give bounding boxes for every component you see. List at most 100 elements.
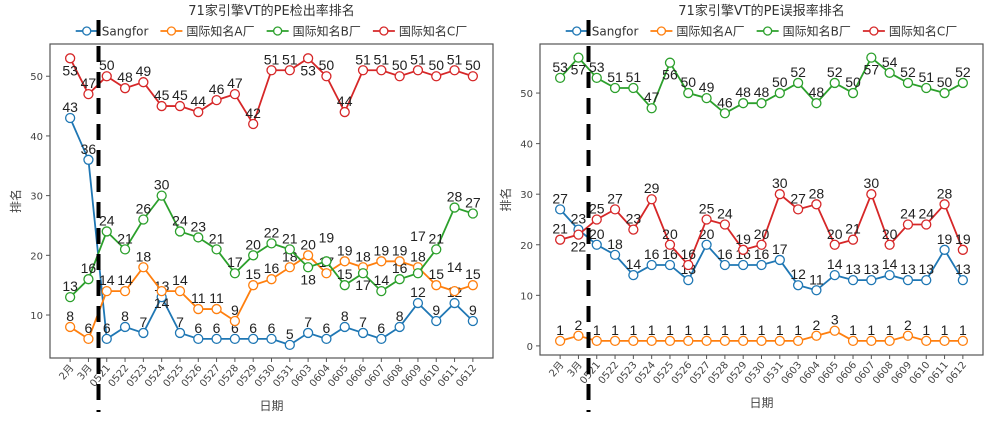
data-label: 54	[882, 54, 898, 70]
data-point	[884, 269, 895, 281]
data-point	[64, 53, 76, 64]
data-label: 52	[790, 64, 806, 80]
data-label: 24	[900, 206, 916, 222]
data-point	[829, 239, 840, 250]
data-point	[193, 303, 204, 315]
data-label: 1	[941, 322, 949, 338]
data-point	[847, 275, 859, 286]
data-point	[412, 65, 424, 76]
data-point	[431, 280, 442, 291]
series-1: 8614141814141111915161820171918191918151…	[64, 236, 481, 345]
data-label: 1	[886, 322, 894, 338]
y-axis-label: 排名	[498, 187, 513, 211]
data-point	[921, 82, 932, 94]
data-label: 30	[154, 177, 170, 193]
data-point	[211, 303, 222, 315]
data-label: 3	[831, 312, 839, 328]
data-point	[902, 77, 914, 89]
data-point	[119, 244, 131, 255]
legend-item: Sangfor	[75, 25, 148, 39]
series-1: 1 2 1 1 1 1 1 1 1 1 1 1 1 1 2 31 1 1 2 1 1 1	[554, 312, 969, 346]
y-tick-label: 40	[520, 140, 533, 151]
data-point	[957, 77, 969, 89]
data-label: 45	[172, 87, 188, 103]
data-point	[412, 297, 424, 309]
x-tick-label: 0612	[454, 363, 479, 390]
legend-marker	[379, 26, 389, 36]
data-point	[719, 219, 731, 230]
data-label: 9	[432, 302, 440, 318]
data-label: 53	[300, 62, 316, 78]
data-point	[284, 262, 295, 273]
data-label: 25	[699, 200, 715, 216]
data-label: 14	[827, 256, 843, 272]
data-point	[321, 268, 332, 279]
data-label: 19	[337, 242, 353, 258]
data-point	[939, 199, 950, 210]
data-label: 6	[377, 320, 385, 336]
data-point	[573, 330, 584, 341]
data-label: 20	[300, 236, 316, 252]
data-label: 21	[428, 230, 444, 246]
data-label: 30	[864, 175, 880, 191]
data-label: 44	[190, 93, 206, 109]
data-point	[921, 219, 932, 230]
data-label: 7	[359, 314, 367, 330]
data-point	[229, 88, 241, 100]
data-label: 24	[717, 206, 733, 222]
data-point	[156, 100, 167, 112]
data-point	[211, 94, 222, 106]
data-point	[573, 229, 584, 240]
data-label: 21	[552, 221, 568, 237]
data-label: 1	[721, 322, 729, 338]
data-label: 50	[392, 57, 408, 73]
data-point	[591, 335, 602, 346]
legend-label: Sangfor	[592, 25, 639, 39]
data-label: 48	[809, 84, 825, 100]
data-label: 21	[209, 230, 225, 246]
y-tick-label: 40	[30, 132, 43, 143]
y-tick-label: 50	[520, 89, 533, 100]
data-label: 50	[428, 57, 444, 73]
data-label: 14	[626, 256, 642, 272]
data-point	[719, 108, 731, 119]
data-label: 16	[392, 260, 408, 276]
data-point	[138, 262, 149, 273]
data-point	[847, 234, 859, 245]
data-label: 1	[794, 322, 802, 338]
data-label: 15	[337, 266, 353, 282]
data-label: 6	[323, 320, 331, 336]
data-point	[394, 274, 405, 285]
data-label: 1	[739, 322, 747, 338]
data-point	[866, 275, 877, 286]
data-label: 28	[809, 185, 825, 201]
data-point	[321, 71, 332, 82]
data-point	[467, 208, 479, 219]
data-label: 17	[227, 254, 243, 270]
data-point	[902, 275, 914, 286]
data-label: 20	[827, 226, 843, 242]
data-label: 28	[937, 185, 953, 201]
data-point	[101, 333, 112, 345]
data-label: 52	[827, 64, 843, 80]
data-point	[829, 269, 840, 281]
data-point	[174, 226, 186, 237]
data-point	[664, 239, 676, 250]
data-label: 11	[209, 290, 224, 306]
legend-label: 国际知名A厂	[186, 24, 254, 39]
legend-marker	[166, 26, 177, 36]
data-label: 2	[575, 317, 583, 333]
data-label: 17	[772, 241, 788, 257]
data-point	[921, 335, 932, 346]
data-point	[866, 335, 877, 346]
data-label: 50	[680, 74, 696, 90]
data-point	[683, 335, 694, 346]
data-point	[302, 262, 314, 273]
data-point	[811, 199, 822, 210]
data-point	[792, 335, 804, 346]
data-label: 24	[172, 212, 188, 228]
data-point	[83, 154, 94, 165]
data-point	[957, 275, 969, 286]
data-point	[138, 327, 149, 339]
data-label: 6	[231, 320, 239, 336]
